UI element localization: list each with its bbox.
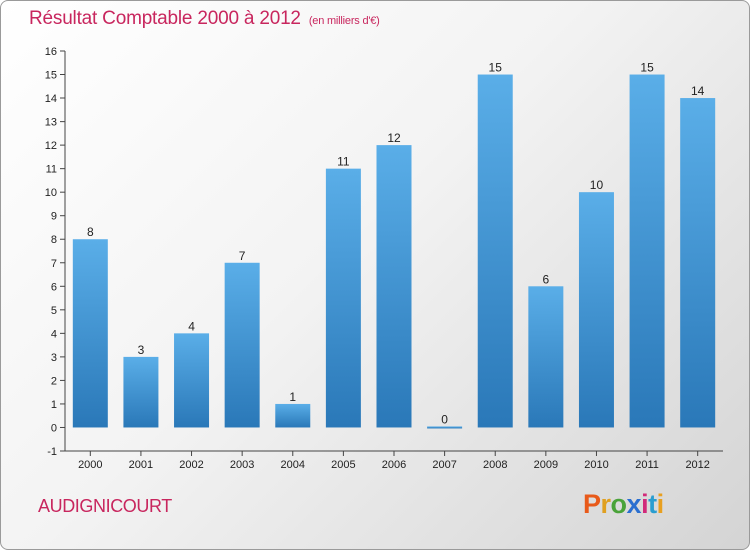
logo-letter: o [610, 489, 628, 519]
data-label: 4 [188, 319, 195, 333]
logo-letter: x [626, 489, 642, 519]
proxiti-logo[interactable]: Proxiti [583, 489, 664, 520]
bar [275, 403, 311, 428]
logo-letter: t [648, 489, 657, 519]
y-tick-label: 12 [45, 140, 57, 152]
data-label: 14 [691, 84, 705, 98]
y-tick-label: 9 [51, 211, 57, 223]
bar [427, 426, 463, 429]
data-label: 0 [441, 412, 448, 426]
logo-letter: i [656, 489, 665, 519]
logo-letter: P [583, 489, 601, 519]
x-tick-label: 2004 [281, 459, 305, 471]
x-tick-label: 2007 [432, 459, 456, 471]
title-text: Résultat Comptable 2000 à 2012 [29, 8, 301, 29]
x-tick-label: 2011 [635, 459, 659, 471]
chart-subtitle: (en milliers d'€) [308, 15, 380, 27]
data-label: 8 [87, 225, 94, 239]
data-label: 3 [138, 343, 145, 357]
x-tick-label: 2005 [331, 459, 355, 471]
data-label: 12 [387, 131, 401, 145]
y-tick-label: 8 [51, 234, 57, 246]
x-tick-label: 2010 [584, 459, 608, 471]
y-tick-label: 7 [51, 258, 57, 270]
bars [72, 74, 716, 429]
x-tick-label: 2000 [78, 459, 102, 471]
bar [123, 356, 159, 428]
y-tick-label: 16 [45, 46, 57, 58]
logo-letter: i [641, 489, 649, 519]
bar [174, 333, 210, 428]
bar [528, 286, 564, 428]
y-tick-label: 11 [46, 164, 57, 176]
data-label: 11 [337, 155, 350, 169]
chart-title: Résultat Comptable 2000 à 2012 (en millie… [29, 8, 380, 30]
y-tick-label: 1 [51, 399, 57, 411]
x-tick-label: 2002 [179, 459, 203, 471]
y-tick-label: 3 [51, 352, 57, 364]
bar [72, 239, 108, 428]
y-tick-label: -1 [47, 446, 57, 458]
bar [376, 145, 412, 428]
commune-name: AUDIGNICOURT [38, 496, 172, 516]
bar [325, 168, 361, 428]
data-label: 10 [590, 178, 604, 192]
bar [477, 74, 513, 428]
logo-letter: r [600, 489, 612, 519]
data-label: 15 [640, 61, 654, 75]
data-label: 15 [489, 61, 503, 75]
y-tick-label: 13 [45, 117, 57, 129]
x-tick-label: 2003 [230, 459, 254, 471]
y-tick-label: 2 [51, 375, 57, 387]
bar [629, 74, 665, 428]
data-label: 7 [239, 249, 246, 263]
y-tick-label: 5 [51, 305, 57, 317]
y-tick-label: 4 [51, 328, 57, 340]
x-tick-label: 2008 [483, 459, 507, 471]
x-tick-label: 2006 [382, 459, 406, 471]
x-tick-label: 2009 [534, 459, 558, 471]
y-tick-label: 10 [45, 187, 57, 199]
y-tick-label: 0 [51, 422, 57, 434]
data-label: 6 [543, 272, 550, 286]
data-label: 1 [289, 390, 296, 404]
y-tick-label: 15 [45, 70, 57, 82]
x-tick-label: 2001 [129, 459, 153, 471]
x-tick-label: 2012 [685, 459, 709, 471]
y-tick-label: 14 [45, 93, 57, 105]
bar [680, 98, 716, 428]
bar [578, 192, 614, 428]
y-tick-label: 6 [51, 281, 57, 293]
bar [224, 262, 260, 428]
